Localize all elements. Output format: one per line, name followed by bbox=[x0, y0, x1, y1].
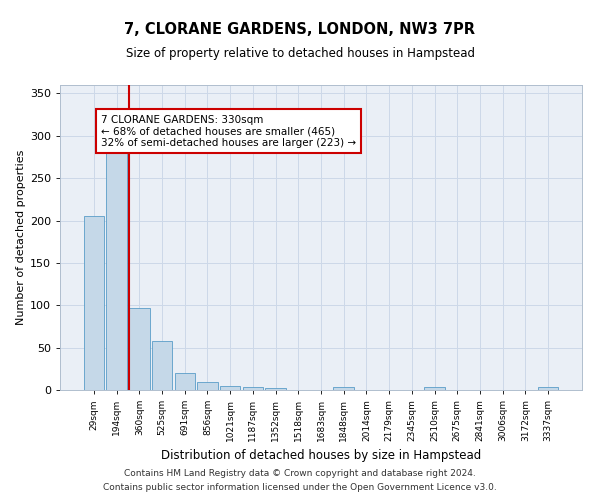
Bar bbox=[152, 341, 172, 390]
X-axis label: Distribution of detached houses by size in Hampstead: Distribution of detached houses by size … bbox=[161, 450, 481, 462]
Bar bbox=[106, 144, 127, 390]
Text: Contains public sector information licensed under the Open Government Licence v3: Contains public sector information licen… bbox=[103, 484, 497, 492]
Text: Size of property relative to detached houses in Hampstead: Size of property relative to detached ho… bbox=[125, 48, 475, 60]
Bar bbox=[220, 386, 241, 390]
Bar bbox=[265, 388, 286, 390]
Bar bbox=[84, 216, 104, 390]
Bar bbox=[334, 386, 354, 390]
Bar bbox=[242, 386, 263, 390]
Bar bbox=[538, 386, 558, 390]
Text: Contains HM Land Registry data © Crown copyright and database right 2024.: Contains HM Land Registry data © Crown c… bbox=[124, 468, 476, 477]
Bar bbox=[175, 373, 195, 390]
Bar bbox=[197, 382, 218, 390]
Text: 7, CLORANE GARDENS, LONDON, NW3 7PR: 7, CLORANE GARDENS, LONDON, NW3 7PR bbox=[125, 22, 476, 38]
Bar bbox=[424, 386, 445, 390]
Bar bbox=[129, 308, 149, 390]
Y-axis label: Number of detached properties: Number of detached properties bbox=[16, 150, 26, 325]
Text: 7 CLORANE GARDENS: 330sqm
← 68% of detached houses are smaller (465)
32% of semi: 7 CLORANE GARDENS: 330sqm ← 68% of detac… bbox=[101, 114, 356, 148]
